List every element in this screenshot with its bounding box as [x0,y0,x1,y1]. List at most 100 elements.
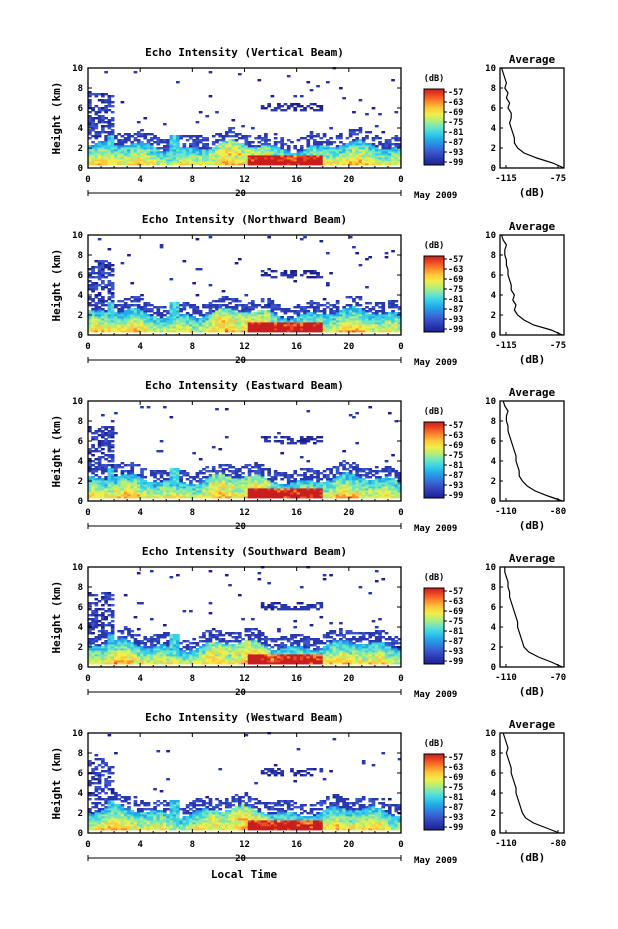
echo-cell [205,484,210,487]
echo-cell [169,492,174,495]
echo-cell [290,155,294,158]
echo-cell [88,111,92,114]
echo-cell [123,496,128,499]
echo-cell [378,151,382,154]
echo-cell [110,598,115,601]
echo-cell [397,324,402,327]
echo-cell [312,103,317,106]
echo-cell [166,326,170,329]
echo-cell [326,484,330,487]
echo-cell [143,648,148,651]
echo-cell [101,494,105,497]
echo-cell [384,312,389,315]
echo-cell [91,656,95,659]
echo-cell [94,131,99,134]
echo-cell [329,304,333,307]
echo-cell [143,306,148,309]
average-y-tick-label: 2 [491,477,496,487]
echo-cell [231,316,236,319]
echo-cell [234,326,239,329]
echo-cell [195,153,200,156]
echo-cell [172,159,177,162]
echo-cell [345,137,350,140]
average-x-tick-label: -75 [550,174,566,184]
echo-cell [368,322,373,325]
echo-cell [247,330,252,333]
echo-cell [368,482,373,485]
echo-cell [374,318,379,321]
echo-cell [107,478,112,481]
echo-cell [192,155,196,158]
echo-cell [290,318,294,321]
echo-cell [94,612,99,615]
echo-cell [237,163,242,166]
echo-cell [97,330,102,333]
echo-cell [270,478,275,481]
echo-cell [299,482,304,485]
echo-cell [159,161,164,164]
echo-cell [264,440,268,443]
echo-cell [215,320,219,323]
echo-cell [293,328,298,331]
echo-cell [149,658,154,661]
echo-cell [247,306,252,309]
echo-cell [162,157,167,160]
echo-cell [172,488,177,491]
echo-cell [234,322,239,325]
echo-cell [342,484,346,487]
echo-cell [251,466,255,469]
echo-cell [224,304,229,307]
echo-cell [127,147,131,150]
average-frame [499,234,565,336]
echo-cell [149,153,154,156]
echo-cell [299,488,304,491]
echo-cell [277,103,281,106]
echo-cell [309,302,314,305]
echo-cell [384,324,389,327]
echo-cell [384,256,389,259]
echo-cell [391,155,395,158]
echo-cell [110,296,115,299]
echo-cell [241,149,245,152]
echo-cell [286,149,291,152]
echo-cell [365,131,369,134]
echo-cell [371,318,376,321]
echo-cell [94,95,99,98]
echo-cell [280,322,285,325]
echo-cell [146,302,151,305]
echo-cell [283,326,288,329]
echo-cell [107,292,112,295]
echo-cell [378,137,382,140]
echo-cell [127,326,131,329]
echo-cell [312,151,317,154]
echo-cell [221,298,226,301]
echo-cell [224,322,229,325]
echo-cell [166,330,170,333]
echo-cell [97,310,102,313]
echo-cell [195,480,200,483]
echo-cell [140,330,144,333]
echo-cell [198,268,203,271]
echo-cell [166,478,170,481]
echo-cell [342,157,346,160]
echo-cell [237,133,242,136]
echo-cell [136,322,141,325]
colorbar [423,255,445,333]
echo-cell [224,488,229,491]
echo-cell [107,624,112,627]
echo-cell [114,326,118,329]
echo-cell [107,472,112,475]
echo-cell [91,472,95,475]
echo-cell [114,153,118,156]
echo-cell [316,304,320,307]
echo-cell [378,490,382,493]
echo-cell [358,312,363,315]
echo-cell [355,314,360,317]
echo-cell [352,159,356,162]
echo-cell [397,478,402,481]
echo-cell [270,484,275,487]
echo-cell [149,488,154,491]
echo-cell [88,658,92,661]
echo-cell [146,314,151,317]
echo-cell [264,157,268,160]
